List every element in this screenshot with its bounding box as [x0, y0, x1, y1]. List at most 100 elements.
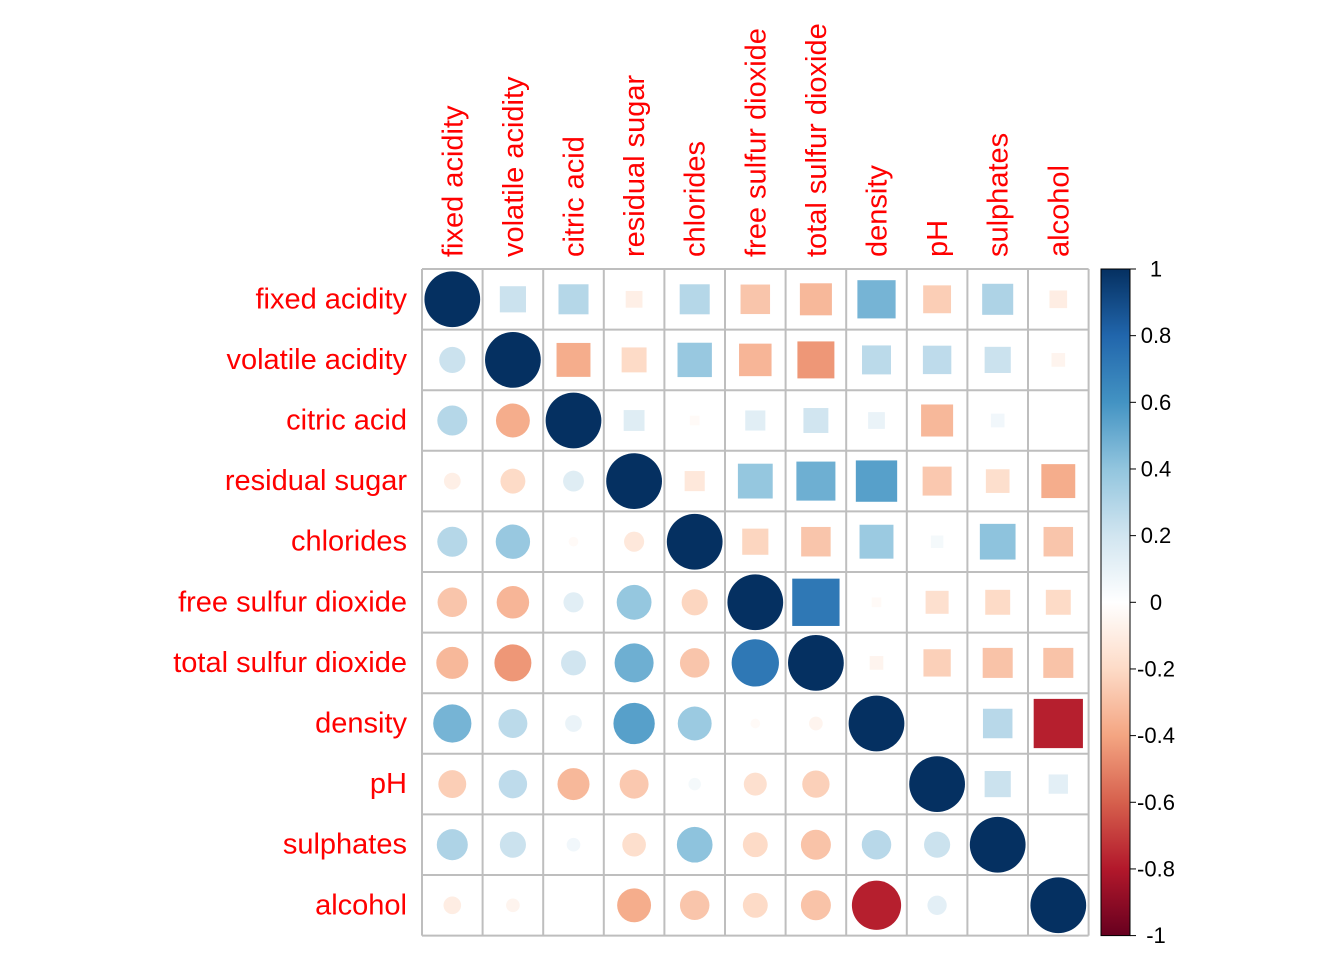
colorbar-tick-label: 0 [1150, 590, 1162, 615]
corr-circle-4-1 [495, 524, 531, 559]
corr-circle-6-4 [679, 648, 710, 678]
corr-square-5-8 [925, 590, 949, 614]
corr-square-0-9 [982, 283, 1014, 315]
corr-circle-8-0 [438, 770, 467, 799]
colorbar-tick-label: -1 [1146, 923, 1166, 948]
corr-circle-9-1 [499, 831, 526, 858]
corr-square-6-8 [923, 649, 951, 677]
corr-circle-6-2 [561, 650, 586, 676]
corr-circle-0-0 [424, 271, 481, 328]
corr-square-3-4 [684, 471, 705, 492]
corr-circle-3-1 [500, 468, 526, 494]
corr-circle-10-1 [506, 898, 520, 913]
corr-circle-7-3 [613, 702, 655, 745]
corr-circle-8-1 [498, 769, 528, 799]
corr-square-0-6 [799, 283, 832, 316]
corr-circle-9-4 [676, 826, 713, 863]
colorbar-tick-label: -0.6 [1137, 790, 1175, 815]
colorbar-tick-label: 0.4 [1141, 456, 1172, 481]
corr-square-3-8 [922, 466, 952, 496]
corr-circle-7-7 [848, 695, 905, 752]
corr-square-3-5 [737, 463, 773, 499]
colorbar-tick-label: 1 [1150, 257, 1162, 282]
column-label: citric acid [559, 136, 591, 257]
corr-square-2-8 [921, 404, 954, 437]
row-label: citric acid [286, 405, 407, 437]
corr-circle-10-8 [927, 895, 947, 915]
corr-square-1-5 [739, 343, 772, 377]
corr-circle-7-6 [809, 716, 823, 731]
corr-circle-1-0 [439, 346, 466, 373]
corr-circle-10-6 [800, 890, 831, 921]
corr-square-4-8 [930, 535, 944, 548]
corr-square-0-10 [1049, 290, 1068, 309]
corr-square-1-4 [677, 342, 712, 378]
colorbar-tick-label: 0.2 [1141, 523, 1172, 548]
corr-circle-10-4 [679, 890, 710, 921]
corr-square-4-5 [742, 528, 769, 555]
colorbar-tick-label: -0.8 [1137, 856, 1175, 881]
corr-square-0-8 [923, 285, 952, 314]
corr-square-2-3 [623, 410, 645, 431]
corr-circle-6-1 [494, 644, 532, 682]
column-labels: fixed acidity volatile acidity citric acid… [437, 23, 1075, 257]
corr-square-1-3 [621, 347, 647, 373]
corr-circle-4-4 [666, 513, 723, 570]
corr-square-1-7 [862, 345, 891, 375]
corr-square-4-9 [979, 523, 1016, 560]
corr-circle-8-2 [557, 768, 590, 801]
corr-circle-6-0 [436, 646, 469, 679]
corr-circle-8-8 [909, 756, 965, 812]
corr-square-1-9 [984, 346, 1011, 373]
column-label: alcohol [1043, 165, 1075, 257]
corr-circle-2-0 [437, 405, 468, 436]
corr-square-1-8 [922, 345, 952, 375]
corr-square-6-7 [869, 656, 884, 670]
corr-square-2-6 [803, 408, 829, 433]
corr-circle-5-0 [437, 587, 468, 618]
row-label: volatile acidity [226, 344, 407, 376]
column-label: sulphates [983, 133, 1015, 257]
corr-circle-8-3 [619, 769, 649, 799]
corr-circle-9-8 [924, 831, 951, 858]
corr-square-3-7 [855, 460, 898, 502]
row-label: density [315, 708, 407, 740]
column-label: chlorides [680, 141, 712, 257]
corr-circle-7-5 [750, 718, 761, 729]
row-labels: fixed acidity volatile acidity citric acid… [173, 283, 407, 921]
column-label: total sulfur dioxide [801, 23, 833, 257]
corr-circle-10-5 [742, 892, 768, 918]
corr-circle-6-6 [788, 635, 844, 691]
corr-square-8-9 [984, 771, 1011, 798]
row-label: alcohol [315, 889, 407, 921]
row-label: residual sugar [225, 465, 407, 497]
corr-square-5-6 [792, 578, 840, 626]
corr-circle-9-7 [861, 829, 892, 860]
corr-square-7-10 [1033, 698, 1083, 749]
corr-circle-1-1 [485, 332, 541, 388]
corr-circle-10-0 [443, 896, 462, 915]
corr-circle-6-5 [731, 639, 779, 687]
corr-circle-2-2 [545, 392, 602, 449]
corr-circle-6-3 [614, 643, 654, 683]
corr-square-5-9 [985, 589, 1011, 615]
corr-square-2-9 [990, 413, 1005, 428]
corr-square-6-9 [982, 647, 1013, 678]
corr-circle-8-4 [688, 777, 701, 791]
corr-circle-7-1 [498, 709, 528, 738]
corr-square-0-2 [558, 284, 589, 315]
corr-circle-4-2 [568, 536, 579, 547]
corr-circle-3-2 [563, 470, 584, 492]
corr-circle-3-0 [443, 472, 461, 490]
row-label: free sulfur dioxide [178, 586, 407, 618]
corr-square-4-10 [1043, 526, 1074, 557]
corr-circle-9-3 [622, 832, 646, 857]
column-label: free sulfur dioxide [740, 28, 772, 257]
correlation-matrix [421, 268, 1090, 937]
corr-square-2-5 [745, 410, 766, 431]
corr-square-8-10 [1048, 774, 1068, 794]
corr-square-0-5 [740, 284, 771, 315]
corr-circle-8-5 [743, 772, 767, 796]
corr-square-2-7 [868, 412, 885, 429]
corr-square-1-2 [556, 342, 591, 377]
